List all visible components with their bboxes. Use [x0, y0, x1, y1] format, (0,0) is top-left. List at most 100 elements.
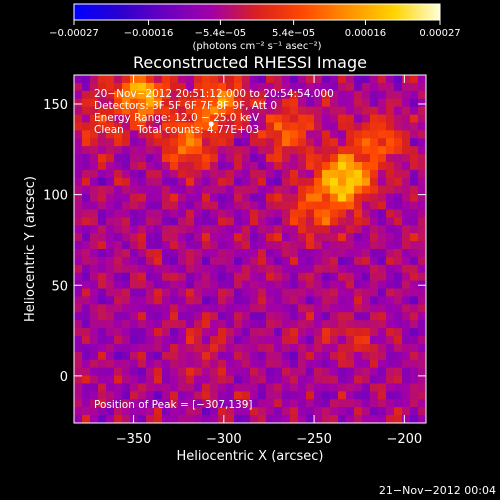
heatmap-cell [122, 351, 131, 361]
heatmap-cell [250, 336, 259, 345]
heatmap-cell [122, 336, 131, 345]
heatmap-cell [146, 75, 155, 84]
heatmap-cell [170, 122, 179, 131]
heatmap-cell [410, 154, 419, 163]
heatmap-cell [114, 225, 123, 234]
heatmap-cell [130, 320, 139, 329]
heatmap-cell [226, 399, 235, 408]
heatmap-cell [146, 225, 155, 234]
heatmap-cell [138, 256, 147, 266]
heatmap-cell [98, 399, 107, 408]
heatmap-cell [186, 272, 195, 282]
heatmap-cell [354, 296, 363, 305]
heatmap-cell [194, 169, 203, 179]
heatmap-cell [82, 82, 91, 92]
heatmap-cell [258, 106, 267, 116]
heatmap-cell [106, 90, 115, 100]
heatmap-cell [210, 90, 219, 100]
heatmap-cell [370, 280, 379, 290]
heatmap-cell [362, 415, 371, 423]
heatmap-cell [346, 296, 355, 305]
heatmap-cell [178, 82, 187, 92]
heatmap-cell [410, 415, 419, 423]
heatmap-cell [242, 154, 251, 163]
heatmap-cell [282, 106, 291, 116]
heatmap-cell [90, 82, 99, 92]
heatmap-cell [154, 367, 163, 377]
heatmap-cell [378, 367, 387, 377]
heatmap-cell [402, 272, 411, 282]
heatmap-cell [226, 98, 235, 108]
heatmap-cell [138, 391, 147, 400]
heatmap-cell [282, 201, 291, 211]
heatmap-cell [122, 233, 131, 242]
heatmap-cell [314, 288, 323, 298]
heatmap-cell [338, 351, 347, 361]
heatmap-cell [354, 122, 363, 131]
heatmap-cell [258, 351, 267, 361]
heatmap-cell [274, 343, 283, 353]
heatmap-cell [394, 185, 403, 195]
heatmap-cell [370, 359, 379, 369]
heatmap-cell [290, 304, 299, 313]
heatmap-cell [106, 162, 115, 171]
heatmap-cell [138, 336, 147, 345]
heatmap-cell [154, 359, 163, 369]
heatmap-cell [154, 407, 163, 416]
heatmap-cell [106, 336, 115, 345]
y-tick-label: 100 [43, 189, 68, 204]
heatmap-cell [394, 217, 403, 226]
heatmap-cell [218, 185, 227, 195]
heatmap-cell [410, 185, 419, 195]
heatmap-cell [202, 351, 211, 361]
heatmap-cell [154, 146, 163, 155]
heatmap-cell [290, 383, 299, 392]
heatmap-cell [242, 391, 251, 400]
heatmap-cell [402, 193, 411, 203]
heatmap-cell [178, 154, 187, 163]
heatmap-cell [258, 264, 267, 274]
heatmap-cell [186, 264, 195, 274]
heatmap-cell [250, 280, 259, 290]
heatmap-cell [354, 177, 363, 187]
heatmap-cell [194, 241, 203, 250]
heatmap-cell [194, 288, 203, 298]
heatmap-cell [394, 130, 403, 139]
heatmap-cell [74, 375, 83, 385]
heatmap-cell [114, 185, 123, 195]
heatmap-cell [210, 272, 219, 282]
heatmap-cell [370, 249, 379, 258]
heatmap-cell [330, 201, 339, 211]
heatmap-cell [178, 193, 187, 203]
heatmap-cell [106, 217, 115, 226]
heatmap-cell [370, 209, 379, 218]
heatmap-cell [186, 256, 195, 266]
heatmap-cell [170, 106, 179, 116]
heatmap-cell [274, 217, 283, 226]
heatmap-cell [298, 280, 307, 290]
heatmap-cell [170, 138, 179, 147]
heatmap-cell [154, 114, 163, 124]
heatmap-cell [130, 256, 139, 266]
heatmap-cell [250, 233, 259, 242]
heatmap-cell [178, 288, 187, 298]
heatmap-cell [378, 375, 387, 385]
heatmap-cell [226, 312, 235, 321]
heatmap-cell [394, 75, 403, 84]
heatmap-cell [106, 351, 115, 361]
heatmap-cell [234, 177, 243, 187]
heatmap-cell [330, 328, 339, 337]
heatmap-cell [354, 162, 363, 171]
heatmap-cell [330, 304, 339, 313]
heatmap-cell [418, 296, 426, 305]
heatmap-cell [386, 320, 395, 329]
heatmap-cell [210, 391, 219, 400]
heatmap-cell [154, 193, 163, 203]
heatmap-cell [250, 383, 259, 392]
x-tick-label: −300 [206, 432, 242, 447]
heatmap-cell [146, 296, 155, 305]
heatmap-cell [418, 351, 426, 361]
heatmap-cell [346, 391, 355, 400]
heatmap-cell [162, 272, 171, 282]
heatmap-cell [322, 391, 331, 400]
